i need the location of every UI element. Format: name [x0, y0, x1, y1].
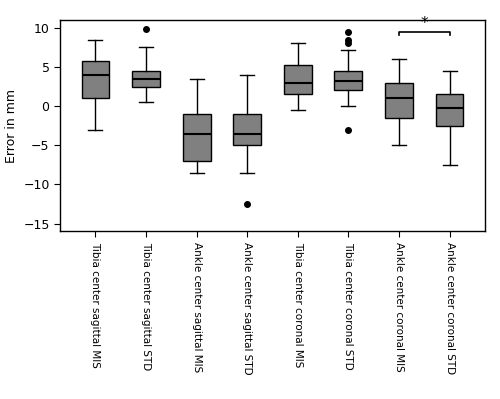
- PathPatch shape: [82, 61, 110, 98]
- PathPatch shape: [284, 65, 312, 94]
- Text: *: *: [420, 16, 428, 31]
- Y-axis label: Error in mm: Error in mm: [4, 89, 18, 163]
- PathPatch shape: [234, 114, 261, 145]
- PathPatch shape: [132, 71, 160, 87]
- PathPatch shape: [182, 114, 210, 161]
- PathPatch shape: [334, 71, 362, 91]
- PathPatch shape: [385, 83, 413, 118]
- PathPatch shape: [436, 94, 464, 126]
